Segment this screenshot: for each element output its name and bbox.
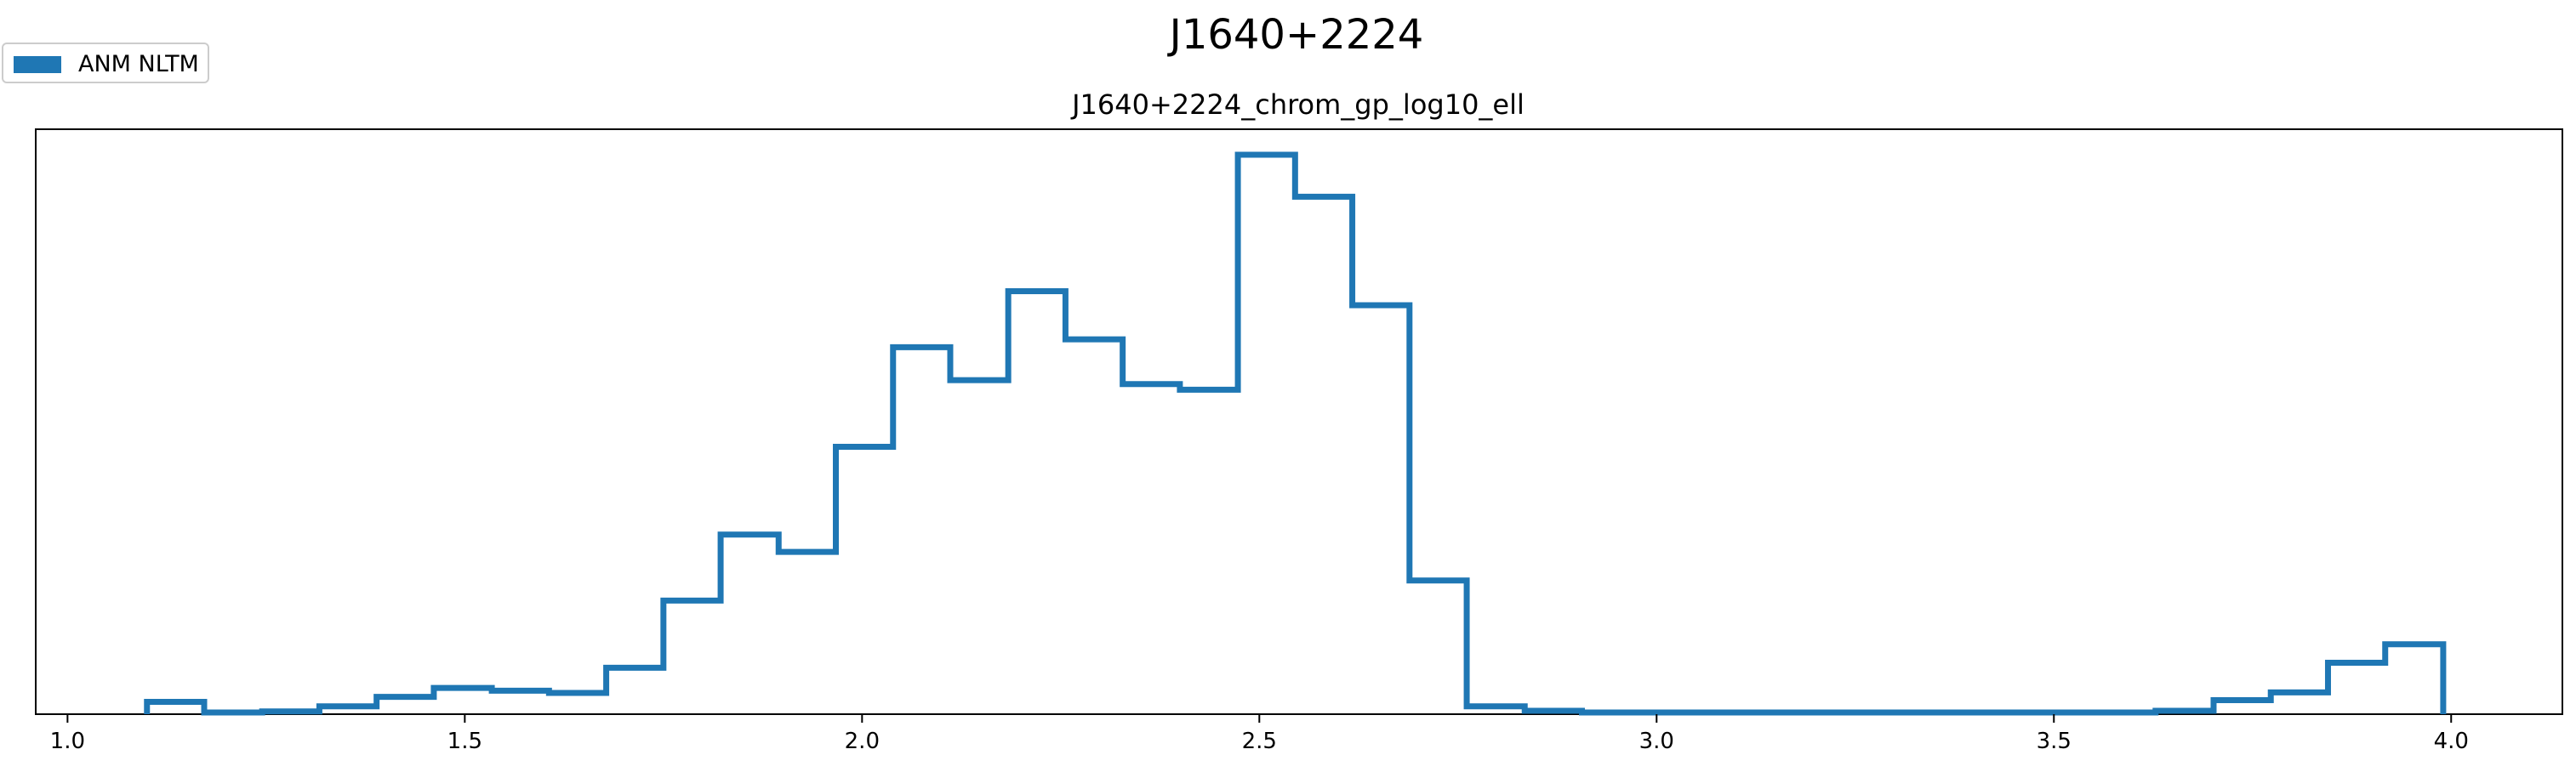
x-tick-label: 1.0 xyxy=(50,729,85,754)
x-tick-label: 1.5 xyxy=(447,729,482,754)
legend-swatch-anm-nltm xyxy=(14,56,61,73)
x-tick-label: 2.5 xyxy=(1242,729,1277,754)
x-tick-label: 3.5 xyxy=(2037,729,2072,754)
legend-label-anm-nltm: ANM NLTM xyxy=(78,51,199,77)
x-tick-label: 4.0 xyxy=(2434,729,2469,754)
plot-area: 1.0 1.5 2.0 2.5 3.0 3.5 4.0 xyxy=(35,128,2563,754)
legend: ANM NLTM xyxy=(2,43,209,83)
axes-frame xyxy=(35,128,2563,715)
x-axis-ticks: 1.0 1.5 2.0 2.5 3.0 3.5 4.0 xyxy=(50,714,2469,754)
axes-title: J1640+2224_chrom_gp_log10_ell xyxy=(1070,88,1525,121)
x-tick-label: 2.0 xyxy=(845,729,880,754)
x-tick-label: 3.0 xyxy=(1639,729,1674,754)
figure-suptitle: J1640+2224 xyxy=(1167,11,1424,59)
histogram-series-anm-nltm xyxy=(144,151,2447,716)
